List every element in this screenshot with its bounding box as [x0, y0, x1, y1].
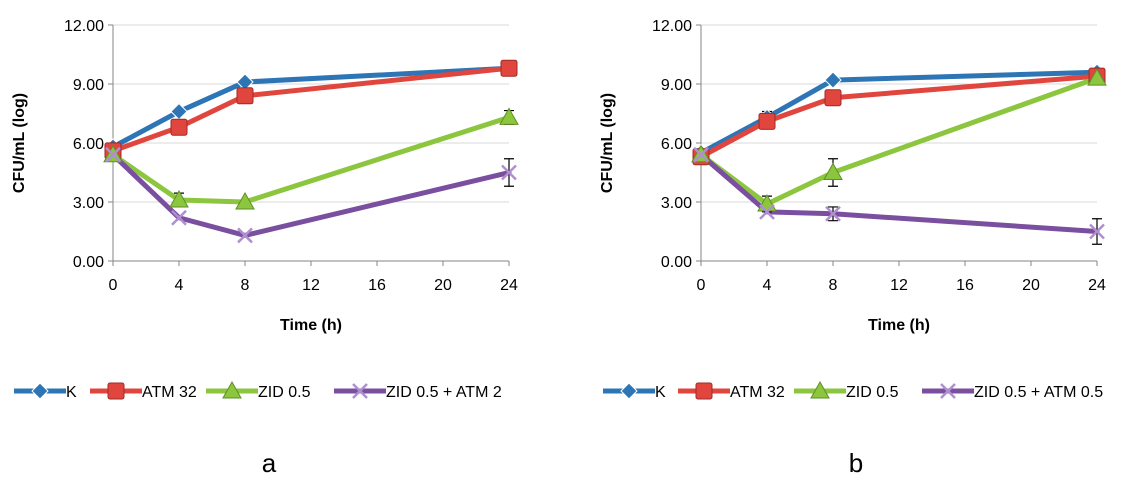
- series-line-atm-32: [698, 73, 1100, 160]
- data-point: [823, 162, 843, 180]
- data-point: [1089, 223, 1105, 240]
- series-line-zid-0-5: [698, 75, 1100, 207]
- legend: K ATM 32 ZID 0.5 ZID 0.5 + ATM 2: [14, 380, 502, 401]
- x-tick-label: 8: [829, 277, 838, 294]
- x-tick-label: 0: [697, 277, 706, 294]
- x-tick-label: 0: [109, 277, 118, 294]
- legend-label: ATM 32: [730, 384, 785, 401]
- data-point: [758, 112, 776, 130]
- legend-marker: [810, 380, 830, 399]
- series-line-atm-32: [110, 65, 512, 154]
- x-tick-label: 12: [890, 277, 908, 294]
- y-axis-title: CFU/mL (log): [11, 93, 28, 193]
- x-tick-label: 4: [763, 277, 772, 294]
- series-line-zid-0-5-atm-2: [110, 152, 512, 238]
- y-tick-label: 3.00: [73, 195, 104, 212]
- data-point: [824, 89, 842, 107]
- data-point: [824, 71, 842, 89]
- legend-marker: [352, 383, 368, 399]
- data-point: [693, 146, 709, 163]
- panel-label: a: [262, 448, 277, 478]
- data-point: [501, 164, 517, 181]
- legend-marker: [107, 382, 125, 400]
- x-axis-title: Time (h): [868, 317, 930, 334]
- chart-panel-a: 0.00 3.00 6.00 9.00 12.00 0 4 8 12 16 20 24 CFU/mL (…: [11, 18, 519, 478]
- y-tick-label: 3.00: [661, 195, 692, 212]
- y-tick-label: 9.00: [73, 77, 104, 94]
- y-tick-label: 9.00: [661, 77, 692, 94]
- x-tick-label: 24: [1088, 277, 1106, 294]
- legend-marker: [695, 382, 713, 400]
- data-point: [171, 209, 187, 226]
- legend-label: K: [66, 384, 77, 401]
- series-line-zid-0-5-atm-0-5: [698, 152, 1100, 234]
- x-tick-label: 12: [302, 277, 320, 294]
- y-tick-label: 6.00: [73, 136, 104, 153]
- data-point: [105, 146, 121, 163]
- legend-label: K: [655, 384, 666, 401]
- y-tick-label: 12.00: [64, 18, 104, 35]
- legend-label: ATM 32: [142, 384, 197, 401]
- legend-label: ZID 0.5: [846, 384, 899, 401]
- data-point: [825, 205, 841, 222]
- data-point: [500, 59, 518, 77]
- x-tick-label: 24: [500, 277, 518, 294]
- y-tick-label: 0.00: [73, 254, 104, 271]
- legend-marker: [940, 383, 956, 399]
- legend-label: ZID 0.5 + ATM 2: [386, 384, 502, 401]
- series-line-k: [698, 69, 1100, 156]
- x-tick-label: 4: [175, 277, 184, 294]
- legend-label: ZID 0.5 + ATM 0.5: [974, 384, 1103, 401]
- x-tick-label: 20: [1022, 277, 1040, 294]
- data-point: [169, 190, 189, 208]
- legend-marker: [620, 382, 638, 400]
- data-point: [235, 191, 255, 210]
- data-point: [499, 107, 519, 125]
- x-tick-label: 16: [368, 277, 386, 294]
- legend-marker: [222, 380, 242, 399]
- data-point: [237, 227, 253, 244]
- x-tick-label: 8: [241, 277, 250, 294]
- data-point: [1087, 68, 1107, 86]
- series-line-k: [110, 65, 512, 150]
- chart-panel-b: 0.00 3.00 6.00 9.00 12.00 0 4 8 12 16 20 24 CFU/mL (…: [599, 18, 1107, 478]
- y-tick-label: 12.00: [652, 18, 692, 35]
- x-tick-label: 16: [956, 277, 974, 294]
- x-axis-title: Time (h): [280, 317, 342, 334]
- y-axis-title: CFU/mL (log): [599, 93, 616, 193]
- x-tick-label: 20: [434, 277, 452, 294]
- data-point: [170, 118, 188, 136]
- data-point: [236, 87, 254, 105]
- series-line-zid-0-5: [110, 114, 512, 205]
- legend-label: ZID 0.5: [258, 384, 311, 401]
- y-tick-label: 6.00: [661, 136, 692, 153]
- data-point: [759, 203, 775, 220]
- panel-label: b: [849, 448, 863, 478]
- legend-marker: [31, 382, 49, 400]
- y-tick-label: 0.00: [661, 254, 692, 271]
- legend: K ATM 32 ZID 0.5 ZID 0.5 + ATM 0.5: [603, 380, 1103, 401]
